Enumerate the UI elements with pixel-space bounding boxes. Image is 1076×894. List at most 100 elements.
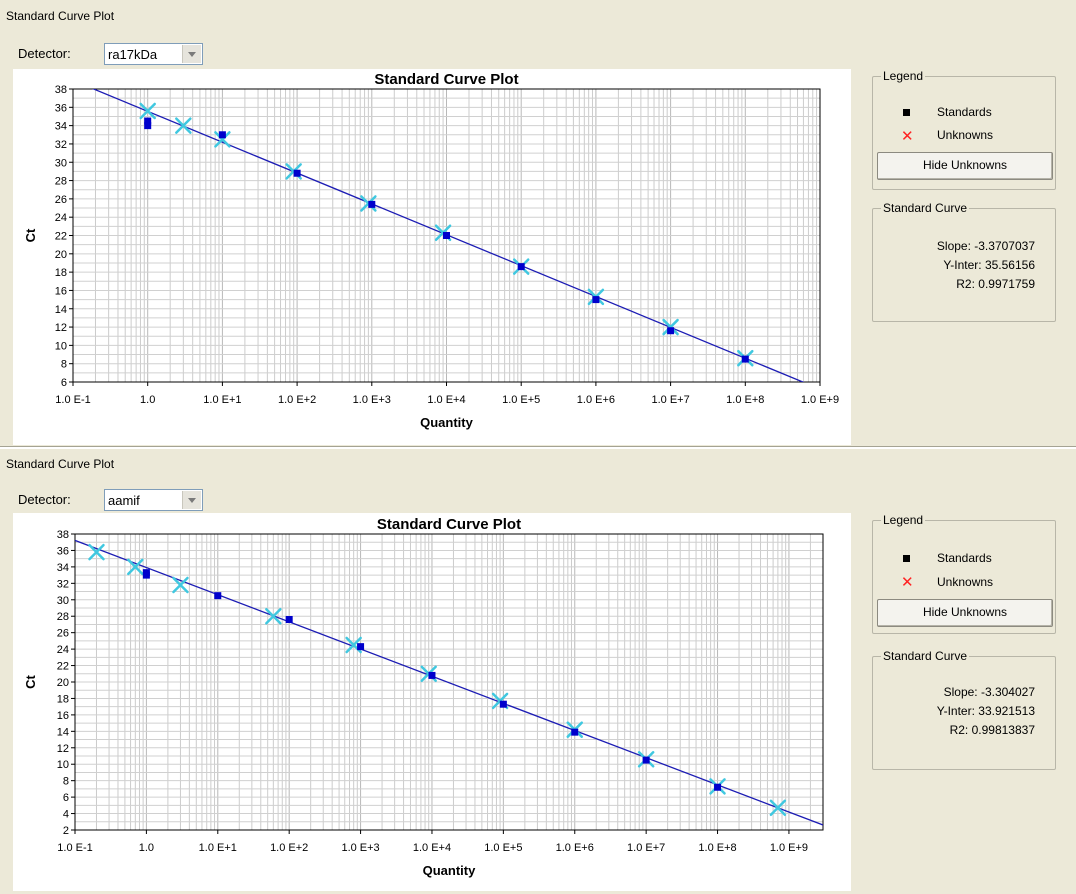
standard-curve-title: Standard Curve (881, 649, 970, 663)
y-tick-label: 34 (57, 562, 69, 574)
legend-group: Legend Standards ✕ Unknowns Hide Unknown… (872, 69, 1056, 190)
panel-title: Standard Curve Plot (6, 9, 115, 23)
y-intercept-value: Y-Inter: 35.56156 (943, 258, 1035, 272)
standard-curve-group: Standard Curve Slope: -3.3707037 Y-Inter… (872, 201, 1056, 322)
standard-point (357, 643, 365, 651)
unknown-point (769, 799, 787, 817)
slope-value: Slope: -3.3707037 (936, 239, 1035, 253)
unknown-point (172, 576, 189, 594)
chart-title: Standard Curve Plot (377, 516, 521, 533)
x-tick-label: 1.0 E+2 (270, 842, 308, 854)
y-tick-label: 10 (55, 340, 67, 352)
chevron-down-icon[interactable] (182, 45, 201, 63)
y-tick-label: 26 (57, 628, 69, 640)
y-tick-label: 14 (55, 304, 67, 316)
hide-unknowns-button[interactable]: Hide Unknowns (877, 599, 1053, 627)
y-axis-label: Ct (23, 674, 38, 688)
detector-select[interactable]: aamif (104, 489, 203, 511)
legend-unknowns-label: Unknowns (937, 128, 994, 142)
chevron-down-icon[interactable] (182, 491, 201, 509)
x-tick-label: 1.0 E+9 (801, 394, 839, 406)
panel-title: Standard Curve Plot (6, 457, 115, 471)
panel-separator (0, 446, 1076, 449)
standard-point (592, 296, 600, 304)
y-tick-label: 20 (57, 677, 69, 689)
x-tick-label: 1.0 E-1 (55, 394, 90, 406)
y-tick-label: 28 (55, 176, 67, 188)
x-tick-label: 1.0 E+3 (341, 842, 379, 854)
y-tick-label: 6 (63, 792, 69, 804)
standard-point (293, 169, 301, 177)
standard-point (642, 756, 650, 764)
y-tick-label: 12 (55, 322, 67, 334)
standards-marker-icon (903, 109, 910, 116)
detector-select[interactable]: ra17kDa (104, 43, 203, 65)
y-tick-label: 32 (57, 578, 69, 590)
legend-standards-label: Standards (937, 105, 992, 119)
x-tick-label: 1.0 (140, 394, 155, 406)
hide-unknowns-button[interactable]: Hide Unknowns (877, 152, 1053, 180)
unknown-point (88, 543, 105, 561)
unknown-point (214, 131, 231, 148)
y-tick-label: 2 (63, 825, 69, 837)
y-tick-label: 16 (55, 285, 67, 297)
legend-title: Legend (881, 513, 926, 527)
unknowns-marker-icon: ✕ (901, 128, 914, 145)
x-tick-label: 1.0 (139, 842, 154, 854)
legend-standards-label: Standards (937, 551, 992, 565)
standard-point (428, 671, 436, 679)
detector-label: Detector: (18, 46, 71, 61)
y-tick-label: 26 (55, 194, 67, 206)
x-tick-label: 1.0 E+7 (627, 842, 665, 854)
x-tick-label: 1.0 E+5 (502, 394, 540, 406)
y-tick-label: 28 (57, 611, 69, 623)
y-tick-label: 36 (55, 102, 67, 114)
x-tick-label: 1.0 E+1 (203, 394, 241, 406)
standard-point (285, 616, 293, 624)
y-tick-label: 8 (61, 359, 67, 371)
y-tick-label: 36 (57, 545, 69, 557)
y-tick-label: 8 (63, 776, 69, 788)
x-tick-label: 1.0 E+3 (353, 394, 391, 406)
y-tick-label: 22 (57, 661, 69, 673)
x-tick-label: 1.0 E+8 (698, 842, 736, 854)
standard-point (144, 122, 152, 130)
standard-point (741, 355, 749, 363)
y-tick-label: 6 (61, 377, 67, 389)
x-tick-label: 1.0 E+4 (413, 842, 451, 854)
standard-curve-panel-1: Standard Curve Plot Detector: ra17kDa 6 8… (0, 0, 1076, 446)
legend-title: Legend (881, 69, 926, 83)
standard-curve-chart: 6 8 10 12 14 16 18 20 22 24 26 28 30 32 34 36 38 1.0 E-1 1… (23, 71, 839, 430)
x-tick-label: 1.0 E+7 (651, 394, 689, 406)
standard-point (144, 117, 152, 125)
y-tick-label: 20 (55, 249, 67, 261)
standard-point (517, 263, 525, 271)
plot-area: 2 4 6 8 10 12 14 16 18 20 22 24 26 28 30 32 34 36 38 1.0 E-… (13, 513, 851, 891)
x-tick-label: 1.0 E+8 (726, 394, 764, 406)
y-tick-label: 18 (57, 693, 69, 705)
x-tick-label: 1.0 E+1 (199, 842, 237, 854)
unknown-point (265, 607, 282, 625)
standard-point (214, 592, 222, 600)
y-tick-label: 4 (63, 809, 69, 821)
y-tick-label: 24 (57, 644, 69, 656)
legend-unknowns-label: Unknowns (937, 575, 994, 589)
y-axis-label: Ct (23, 228, 38, 242)
regression-line (75, 539, 823, 826)
y-tick-label: 30 (57, 595, 69, 607)
y-tick-label: 32 (55, 139, 67, 151)
standard-point (714, 783, 722, 791)
unknown-point (662, 318, 679, 336)
standard-point (667, 327, 675, 335)
y-tick-label: 22 (55, 231, 67, 243)
standard-point (443, 232, 450, 239)
standard-point (499, 700, 507, 708)
detector-label: Detector: (18, 492, 71, 507)
standard-curve-title: Standard Curve (881, 201, 970, 215)
unknown-point (127, 558, 144, 576)
standard-point (218, 131, 226, 139)
y-tick-label: 34 (55, 121, 67, 133)
x-tick-label: 1.0 E+6 (577, 394, 615, 406)
x-tick-label: 1.0 E+5 (484, 842, 522, 854)
x-tick-label: 1.0 E-1 (57, 842, 92, 854)
